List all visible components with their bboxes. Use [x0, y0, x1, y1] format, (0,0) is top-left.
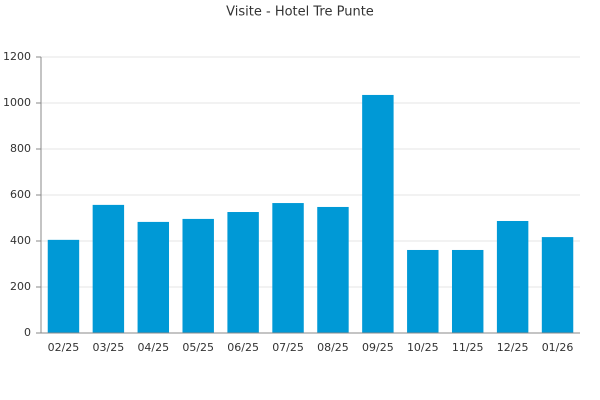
chart-title: Visite - Hotel Tre Punte — [226, 5, 374, 20]
x-tick-label: 06/25 — [227, 341, 259, 354]
x-tick-label: 10/25 — [407, 341, 439, 354]
bar — [362, 94, 394, 333]
bar — [47, 239, 80, 333]
x-tick-label: 02/25 — [48, 341, 80, 354]
y-tick-label: 400 — [10, 234, 31, 247]
bar — [496, 220, 529, 333]
x-tick-label: 01/26 — [542, 341, 574, 354]
y-tick-label: 800 — [10, 142, 31, 155]
x-tick-label: 08/25 — [317, 341, 349, 354]
x-tick-label: 12/25 — [497, 341, 529, 354]
bar — [451, 249, 484, 333]
y-tick-label: 200 — [10, 280, 31, 293]
y-tick-label: 600 — [10, 188, 31, 201]
y-tick-label: 1000 — [3, 96, 31, 109]
bar — [92, 204, 125, 333]
bar — [407, 249, 439, 333]
x-tick-label: 03/25 — [93, 341, 125, 354]
bar — [227, 212, 259, 333]
x-tick-label: 09/25 — [362, 341, 394, 354]
bar — [541, 237, 574, 333]
x-tick-label: 04/25 — [137, 341, 169, 354]
x-tick-label: 07/25 — [272, 341, 304, 354]
y-tick-label: 1200 — [3, 50, 31, 63]
bar — [182, 218, 214, 333]
x-tick-label: 05/25 — [182, 341, 214, 354]
bar — [272, 203, 304, 333]
bar — [137, 221, 170, 333]
bar — [317, 206, 349, 333]
x-tick-label: 11/25 — [452, 341, 484, 354]
y-tick-label: 0 — [24, 326, 31, 339]
